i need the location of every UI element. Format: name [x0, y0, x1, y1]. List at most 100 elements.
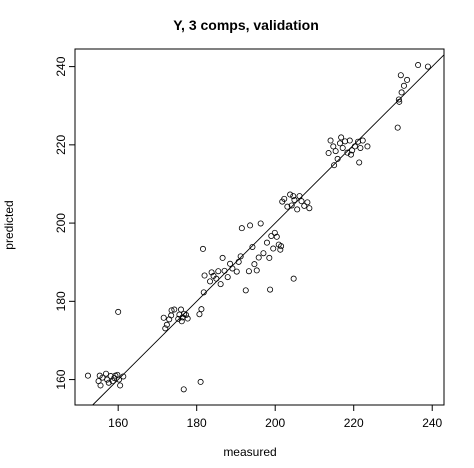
data-point — [97, 382, 104, 389]
data-point — [245, 268, 252, 275]
data-point — [268, 232, 275, 239]
data-point — [109, 378, 116, 385]
data-point — [284, 203, 291, 210]
data-point — [217, 281, 224, 288]
data-point — [221, 267, 228, 274]
data-point — [356, 159, 363, 166]
data-point — [415, 62, 422, 69]
plot-frame — [74, 48, 445, 406]
identity-reference-line — [92, 54, 445, 406]
data-point — [290, 275, 297, 282]
data-point — [398, 89, 405, 96]
x-axis-label: measured — [223, 445, 276, 459]
data-point — [242, 287, 249, 294]
data-point — [273, 233, 280, 240]
data-point — [215, 268, 222, 275]
data-point — [349, 147, 356, 154]
x-tick-label: 220 — [344, 416, 364, 430]
data-point — [197, 378, 204, 385]
y-tick-label: 160 — [54, 369, 68, 389]
data-point — [395, 96, 402, 103]
data-point — [396, 98, 403, 105]
data-point — [198, 306, 205, 313]
y-tick-label: 180 — [54, 291, 68, 311]
y-tick-label: 200 — [54, 213, 68, 233]
data-point — [400, 82, 407, 89]
data-point — [247, 222, 254, 229]
data-point — [251, 261, 258, 268]
data-point — [163, 321, 170, 328]
x-tick-label: 240 — [422, 416, 442, 430]
data-point — [253, 267, 260, 274]
data-point — [394, 124, 401, 131]
data-point — [235, 258, 242, 265]
data-point — [296, 193, 303, 200]
data-point — [160, 314, 167, 321]
y-axis-label: predicted — [2, 200, 16, 249]
data-point — [233, 268, 240, 275]
data-point — [104, 376, 111, 383]
x-axis: 160 180 200 220 240 — [108, 405, 443, 430]
data-point — [120, 373, 127, 380]
data-point — [201, 272, 208, 279]
data-point — [162, 325, 169, 332]
data-point — [249, 243, 256, 250]
data-point — [183, 312, 190, 319]
data-point — [339, 144, 346, 151]
data-point — [115, 308, 122, 315]
chart-title: Y, 3 comps, validation — [173, 17, 319, 33]
data-point — [306, 205, 313, 212]
data-point — [346, 137, 353, 144]
data-point — [237, 253, 244, 260]
y-tick-label: 220 — [54, 135, 68, 155]
data-point — [180, 386, 187, 393]
data-point — [213, 275, 220, 282]
data-point — [298, 198, 305, 205]
data-point — [219, 254, 226, 261]
data-point — [288, 202, 295, 209]
data-point — [117, 382, 124, 389]
data-point — [304, 199, 311, 206]
data-point — [351, 143, 358, 150]
data-point — [178, 318, 185, 325]
data-point — [238, 225, 245, 232]
data-point — [331, 162, 338, 169]
data-point — [327, 137, 334, 144]
data-point — [171, 306, 178, 313]
data-points — [84, 62, 431, 393]
data-point — [224, 274, 231, 281]
data-point — [266, 254, 273, 261]
data-point — [227, 260, 234, 267]
y-axis: 160 180 200 220 240 — [54, 56, 75, 390]
data-point — [344, 149, 351, 156]
data-point — [359, 137, 366, 144]
data-point — [278, 243, 285, 250]
data-point — [255, 254, 262, 261]
data-point — [301, 202, 308, 209]
data-point — [199, 245, 206, 252]
data-point — [270, 245, 277, 252]
data-point — [290, 193, 297, 200]
data-point — [281, 195, 288, 202]
data-point — [338, 134, 345, 141]
data-point — [397, 72, 404, 79]
data-point — [105, 379, 112, 386]
data-point — [207, 278, 214, 285]
data-point — [115, 376, 122, 383]
data-point — [103, 370, 110, 377]
data-point — [168, 307, 175, 314]
data-point — [107, 373, 114, 380]
data-point — [200, 289, 207, 296]
data-point — [330, 143, 337, 150]
x-tick-label: 160 — [108, 416, 128, 430]
data-point — [325, 150, 332, 157]
data-point — [263, 239, 270, 246]
data-point — [294, 206, 301, 213]
data-point — [357, 144, 364, 151]
data-point — [84, 372, 91, 379]
data-point — [334, 155, 341, 162]
data-point — [332, 148, 339, 155]
data-point — [177, 306, 184, 313]
data-point — [184, 315, 191, 322]
